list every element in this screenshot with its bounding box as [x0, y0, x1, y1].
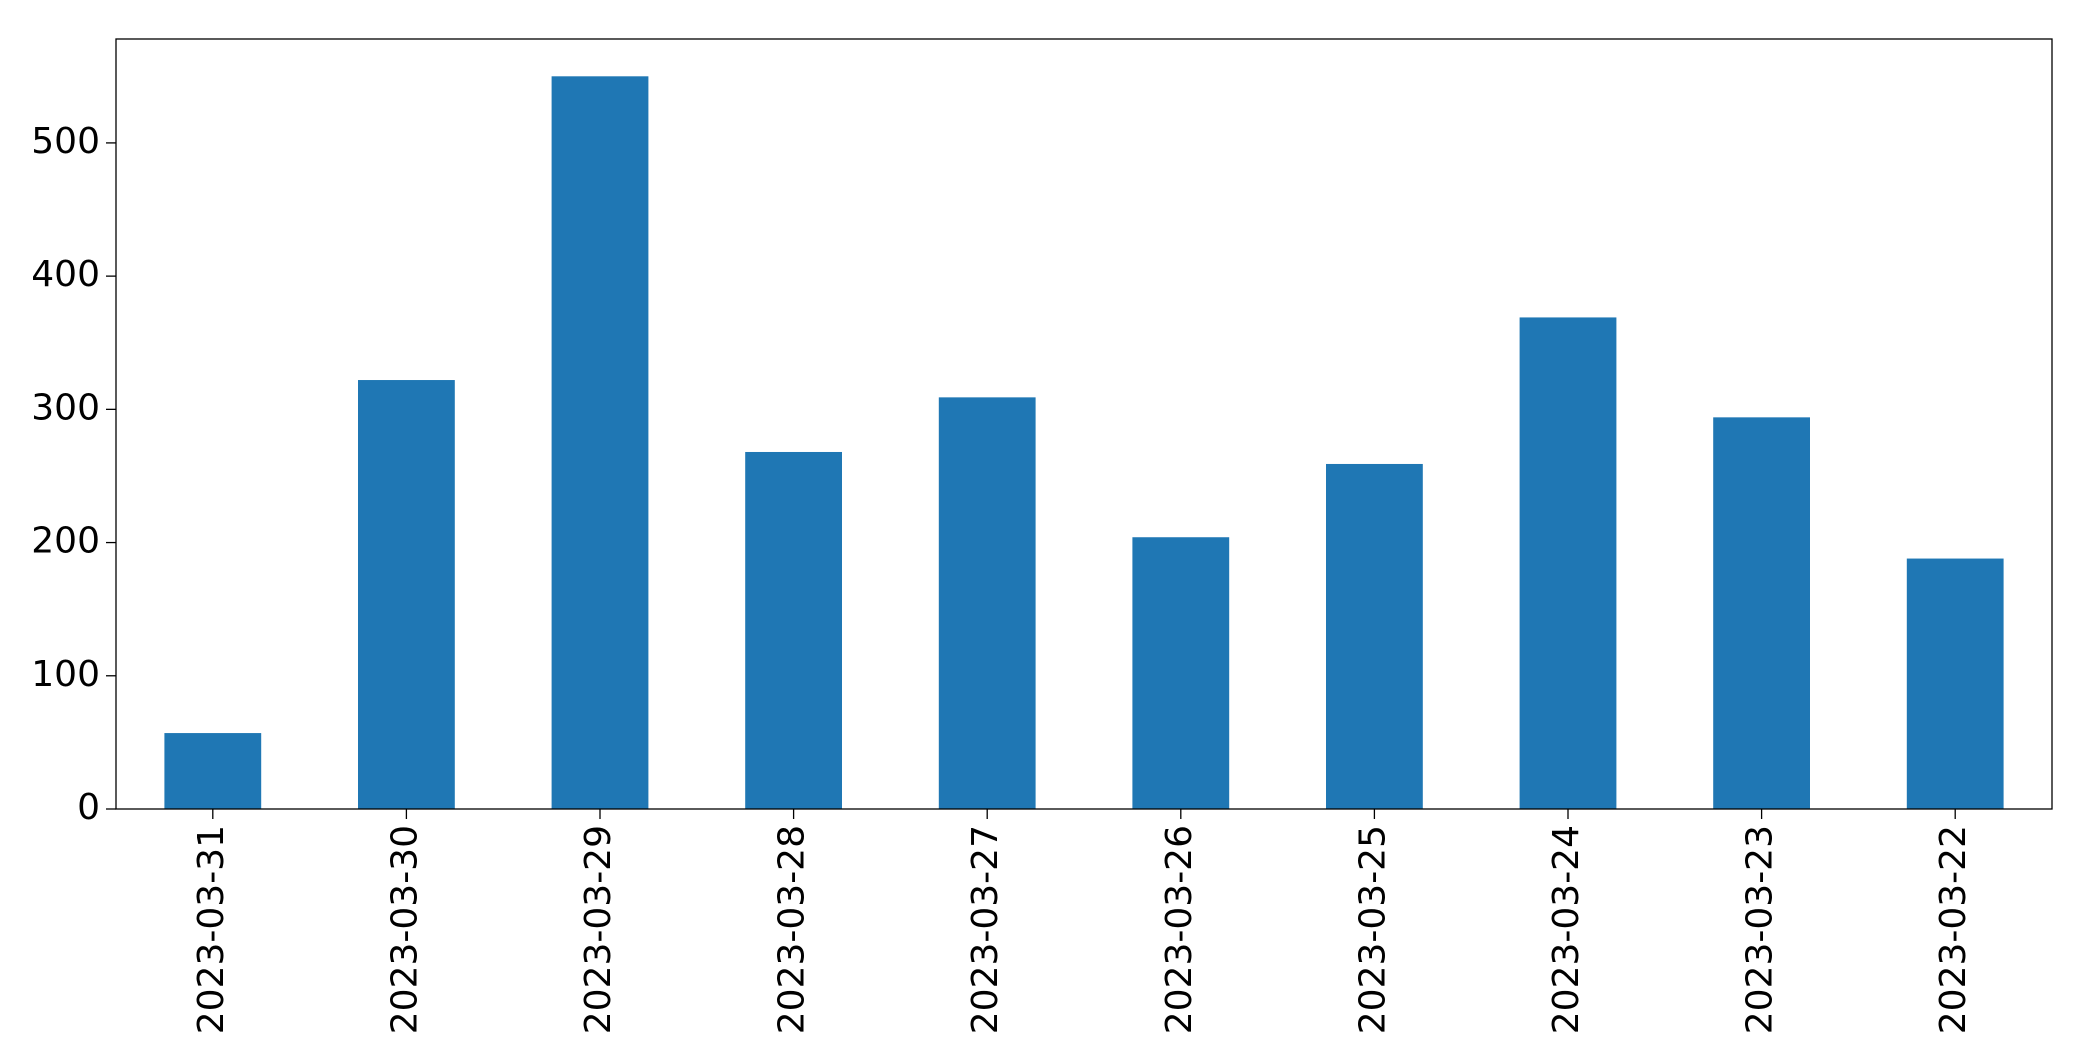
y-tick-label: 300 — [31, 387, 100, 428]
y-tick-label: 400 — [31, 254, 100, 295]
bar — [745, 451, 842, 809]
x-tick-label: 2023-03-25 — [1352, 825, 1393, 1034]
x-tick-label: 2023-03-30 — [384, 825, 425, 1034]
x-tick-label: 2023-03-31 — [191, 825, 232, 1034]
bar — [551, 76, 649, 810]
bar — [938, 397, 1036, 809]
bar — [1519, 317, 1617, 809]
x-tick-label: 2023-03-29 — [578, 825, 619, 1034]
bar — [358, 380, 455, 809]
x-tick-label: 2023-03-22 — [1933, 825, 1974, 1034]
plot-frame — [115, 38, 2053, 810]
bar — [1713, 417, 1810, 809]
x-tick-label: 2023-03-24 — [1546, 825, 1587, 1034]
x-tick-label: 2023-03-27 — [965, 825, 1006, 1034]
bar — [164, 733, 262, 809]
x-tick-label: 2023-03-23 — [1740, 825, 1781, 1034]
y-tick-label: 500 — [31, 121, 100, 162]
x-tick-label: 2023-03-26 — [1159, 825, 1200, 1034]
bar — [1906, 558, 2004, 809]
bar — [1132, 537, 1230, 809]
bar — [1326, 463, 1423, 809]
x-tick-label: 2023-03-28 — [772, 825, 813, 1034]
y-tick-label: 200 — [31, 521, 100, 562]
y-tick-label: 0 — [77, 787, 100, 828]
y-tick-label: 100 — [31, 654, 100, 695]
